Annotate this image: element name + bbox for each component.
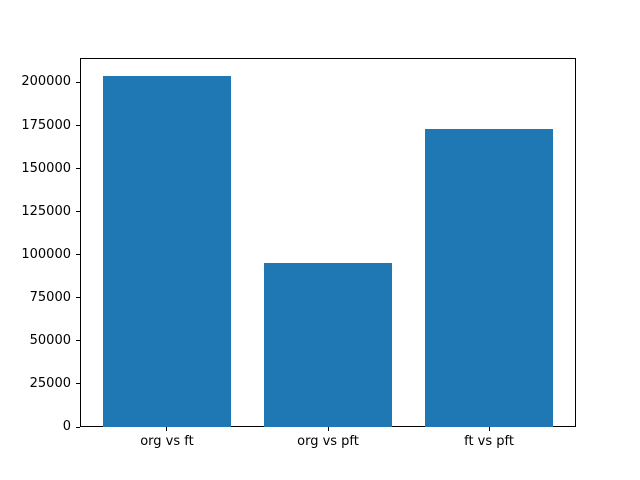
- y-tick-label: 150000: [21, 160, 71, 176]
- y-tick-mark: [76, 168, 80, 170]
- y-tick-mark: [76, 297, 80, 299]
- y-tick-label: 50000: [29, 332, 71, 348]
- y-tick-mark: [76, 81, 80, 83]
- x-tick-mark: [166, 427, 168, 431]
- bar-org-vs-ft: [102, 75, 232, 427]
- y-tick-label: 0: [62, 419, 71, 434]
- y-tick-label: 200000: [21, 74, 71, 90]
- x-tick-mark: [488, 427, 490, 431]
- bar-ft-vs-pft: [424, 128, 554, 427]
- y-tick-mark: [76, 125, 80, 127]
- y-tick-label: 175000: [21, 117, 71, 133]
- y-tick-label: 25000: [29, 375, 71, 391]
- y-tick-mark: [76, 426, 80, 428]
- y-tick-label: 75000: [29, 289, 71, 305]
- y-tick-mark: [76, 383, 80, 385]
- x-tick-label: ft vs pft: [464, 434, 514, 449]
- bar-org-vs-pft: [263, 263, 393, 427]
- y-tick-label: 125000: [21, 203, 71, 219]
- y-tick-label: 100000: [21, 246, 71, 262]
- y-tick-mark: [76, 340, 80, 342]
- y-tick-mark: [76, 254, 80, 256]
- x-tick-label: org vs pft: [297, 434, 359, 449]
- x-tick-label: org vs ft: [140, 434, 194, 449]
- x-tick-mark: [327, 427, 329, 431]
- y-tick-mark: [76, 211, 80, 213]
